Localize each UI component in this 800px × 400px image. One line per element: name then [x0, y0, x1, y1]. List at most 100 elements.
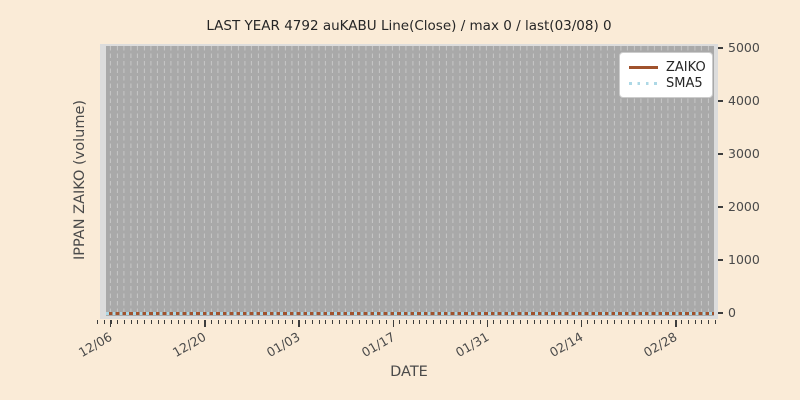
x-minor-tick: [137, 320, 139, 324]
x-minor-tick: [640, 320, 642, 324]
x-minor-tick: [567, 320, 569, 324]
legend-item-zaiko: ZAIKO: [629, 59, 706, 75]
legend-item-sma5: SMA5: [629, 76, 703, 91]
x-minor-tick: [694, 320, 696, 324]
x-minor-tick: [587, 320, 589, 324]
x-minor-tick: [405, 320, 407, 324]
x-minor-tick: [446, 320, 448, 324]
x-major-tick: [675, 320, 677, 327]
x-minor-tick: [238, 320, 240, 324]
x-minor-tick: [103, 320, 105, 324]
x-minor-tick: [144, 320, 146, 324]
x-minor-tick: [117, 320, 119, 324]
x-tick-label: 02/28: [640, 329, 680, 361]
x-minor-tick: [627, 320, 629, 324]
x-minor-tick: [506, 320, 508, 324]
x-minor-tick: [540, 320, 542, 324]
plot-grid-background: [106, 46, 714, 316]
x-minor-tick: [687, 320, 689, 324]
y-tick-label: 2000: [728, 199, 760, 214]
x-minor-tick: [661, 320, 663, 324]
x-minor-tick: [325, 320, 327, 324]
x-minor-tick: [426, 320, 428, 324]
y-tick: [718, 100, 723, 102]
legend-label: ZAIKO: [666, 59, 706, 75]
x-tick-label: 12/20: [169, 329, 209, 361]
legend-label: SMA5: [666, 75, 703, 91]
x-minor-tick: [291, 320, 293, 324]
x-major-tick: [204, 320, 206, 327]
x-minor-tick: [211, 320, 213, 324]
x-minor-tick: [614, 320, 616, 324]
x-major-tick: [486, 320, 489, 327]
x-minor-tick: [332, 320, 334, 324]
x-tick-label: 01/17: [358, 329, 398, 361]
x-minor-tick: [520, 320, 522, 324]
x-minor-tick: [473, 320, 475, 324]
x-minor-tick: [184, 320, 186, 324]
x-minor-tick: [345, 320, 347, 324]
x-minor-tick: [191, 320, 193, 324]
y-tick-label: 1000: [728, 252, 760, 267]
x-minor-tick: [674, 320, 676, 324]
x-tick-label: 01/03: [264, 329, 303, 361]
x-minor-tick: [352, 320, 354, 324]
y-tick-label: 0: [728, 305, 736, 320]
x-minor-tick: [439, 320, 441, 324]
series-line-sma5: [106, 311, 714, 315]
x-minor-tick: [533, 320, 535, 324]
chart-title: LAST YEAR 4792 auKABU Line(Close) / max …: [206, 18, 612, 34]
x-minor-tick: [399, 320, 401, 324]
x-minor-tick: [224, 320, 226, 324]
x-minor-tick: [251, 320, 253, 324]
x-minor-tick: [258, 320, 260, 324]
x-minor-tick: [157, 320, 159, 324]
x-tick-label: 12/06: [75, 329, 115, 361]
x-minor-tick: [466, 320, 468, 324]
x-minor-tick: [708, 320, 710, 324]
x-minor-tick: [177, 320, 179, 324]
x-minor-tick: [244, 320, 246, 324]
y-tick-label: 3000: [728, 146, 760, 161]
x-tick-label: 02/14: [546, 329, 586, 361]
x-minor-tick: [513, 320, 515, 324]
x-minor-tick: [479, 320, 481, 324]
x-minor-tick: [459, 320, 461, 324]
x-minor-tick: [379, 320, 381, 324]
x-minor-tick: [150, 320, 152, 324]
y-tick: [718, 153, 723, 155]
sma5-dotted-sample-icon: [629, 81, 658, 85]
x-major-tick: [581, 320, 583, 327]
x-minor-tick: [681, 320, 683, 324]
x-minor-tick: [365, 320, 367, 324]
x-minor-tick: [231, 320, 233, 324]
y-tick: [718, 259, 723, 261]
x-minor-tick: [217, 320, 219, 324]
x-minor-tick: [419, 320, 421, 324]
x-minor-tick: [573, 320, 575, 324]
legend: ZAIKO SMA5: [619, 52, 713, 98]
y-tick: [718, 206, 723, 208]
x-minor-tick: [701, 320, 703, 324]
x-minor-tick: [123, 320, 125, 324]
x-minor-tick: [372, 320, 374, 324]
x-minor-tick: [546, 320, 548, 324]
x-axis-title: DATE: [390, 364, 428, 380]
x-minor-tick: [560, 320, 562, 324]
x-minor-tick: [170, 320, 172, 324]
x-minor-tick: [264, 320, 266, 324]
x-major-tick: [110, 320, 112, 327]
x-minor-tick: [358, 320, 360, 324]
x-minor-tick: [714, 320, 716, 324]
x-minor-tick: [526, 320, 528, 324]
x-minor-tick: [305, 320, 307, 324]
x-minor-tick: [452, 320, 454, 324]
y-tick-label: 4000: [728, 93, 760, 108]
x-minor-tick: [553, 320, 555, 324]
x-minor-tick: [600, 320, 602, 324]
x-minor-tick: [97, 320, 99, 324]
x-minor-tick: [593, 320, 595, 324]
x-minor-tick: [634, 320, 636, 324]
x-minor-tick: [278, 320, 280, 324]
